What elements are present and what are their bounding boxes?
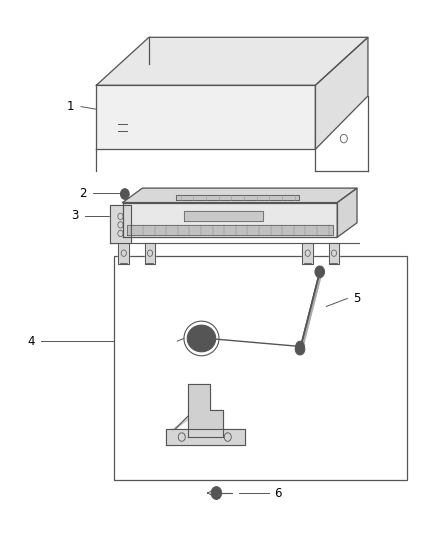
Bar bbox=[114, 256, 407, 480]
Circle shape bbox=[315, 266, 325, 278]
Text: 3: 3 bbox=[71, 209, 78, 222]
Polygon shape bbox=[302, 243, 313, 264]
Circle shape bbox=[295, 343, 305, 355]
Circle shape bbox=[211, 487, 222, 499]
Polygon shape bbox=[315, 37, 368, 149]
Text: 2: 2 bbox=[79, 187, 87, 200]
Polygon shape bbox=[328, 243, 339, 264]
Polygon shape bbox=[96, 37, 368, 85]
Polygon shape bbox=[127, 225, 333, 235]
Polygon shape bbox=[145, 243, 155, 264]
Polygon shape bbox=[123, 203, 337, 237]
Text: 5: 5 bbox=[353, 292, 360, 305]
Polygon shape bbox=[118, 243, 129, 264]
Polygon shape bbox=[176, 196, 299, 200]
Text: 4: 4 bbox=[27, 335, 35, 348]
Polygon shape bbox=[110, 205, 131, 243]
Circle shape bbox=[296, 341, 304, 352]
Polygon shape bbox=[188, 384, 223, 437]
Ellipse shape bbox=[187, 325, 216, 352]
Polygon shape bbox=[123, 188, 357, 203]
Text: 6: 6 bbox=[274, 487, 282, 499]
Polygon shape bbox=[337, 188, 357, 237]
Polygon shape bbox=[166, 429, 245, 445]
Polygon shape bbox=[184, 211, 263, 221]
Circle shape bbox=[120, 189, 129, 199]
Polygon shape bbox=[96, 85, 315, 149]
Text: 1: 1 bbox=[66, 100, 74, 113]
